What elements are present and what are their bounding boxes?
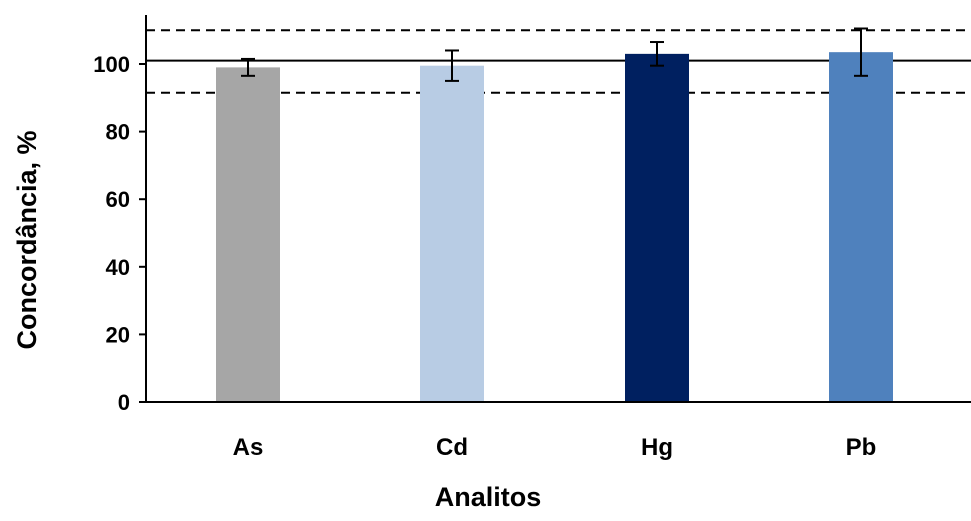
bar-cd: [420, 65, 484, 402]
y-tick-label: 80: [106, 120, 130, 145]
y-ticks: 0 20 40 60 80 100: [93, 52, 146, 415]
x-tick-label-as: As: [233, 434, 264, 461]
y-tick-label: 60: [106, 187, 130, 212]
x-tick-label-hg: Hg: [641, 434, 673, 461]
bars: [216, 52, 893, 403]
y-tick-label: 0: [118, 390, 130, 415]
y-tick-label: 20: [106, 322, 130, 347]
bar-hg: [625, 53, 689, 403]
axes: [145, 15, 971, 403]
error-bar-cd: [445, 49, 459, 82]
error-bar-pb: [854, 27, 868, 77]
x-axis-title: Analitos: [435, 482, 542, 512]
error-bar-hg: [650, 41, 664, 67]
error-bars: [241, 27, 868, 82]
x-tick-label-pb: Pb: [846, 434, 877, 461]
y-axis-title: Concordância, %: [12, 130, 42, 349]
y-tick-label: 40: [106, 255, 130, 280]
y-tick-label: 100: [93, 52, 130, 77]
bar-as: [216, 67, 280, 402]
error-bar-as: [241, 57, 255, 77]
x-tick-labels: As Cd Hg Pb: [233, 434, 877, 461]
bar-pb: [829, 52, 893, 403]
x-tick-label-cd: Cd: [436, 434, 468, 461]
